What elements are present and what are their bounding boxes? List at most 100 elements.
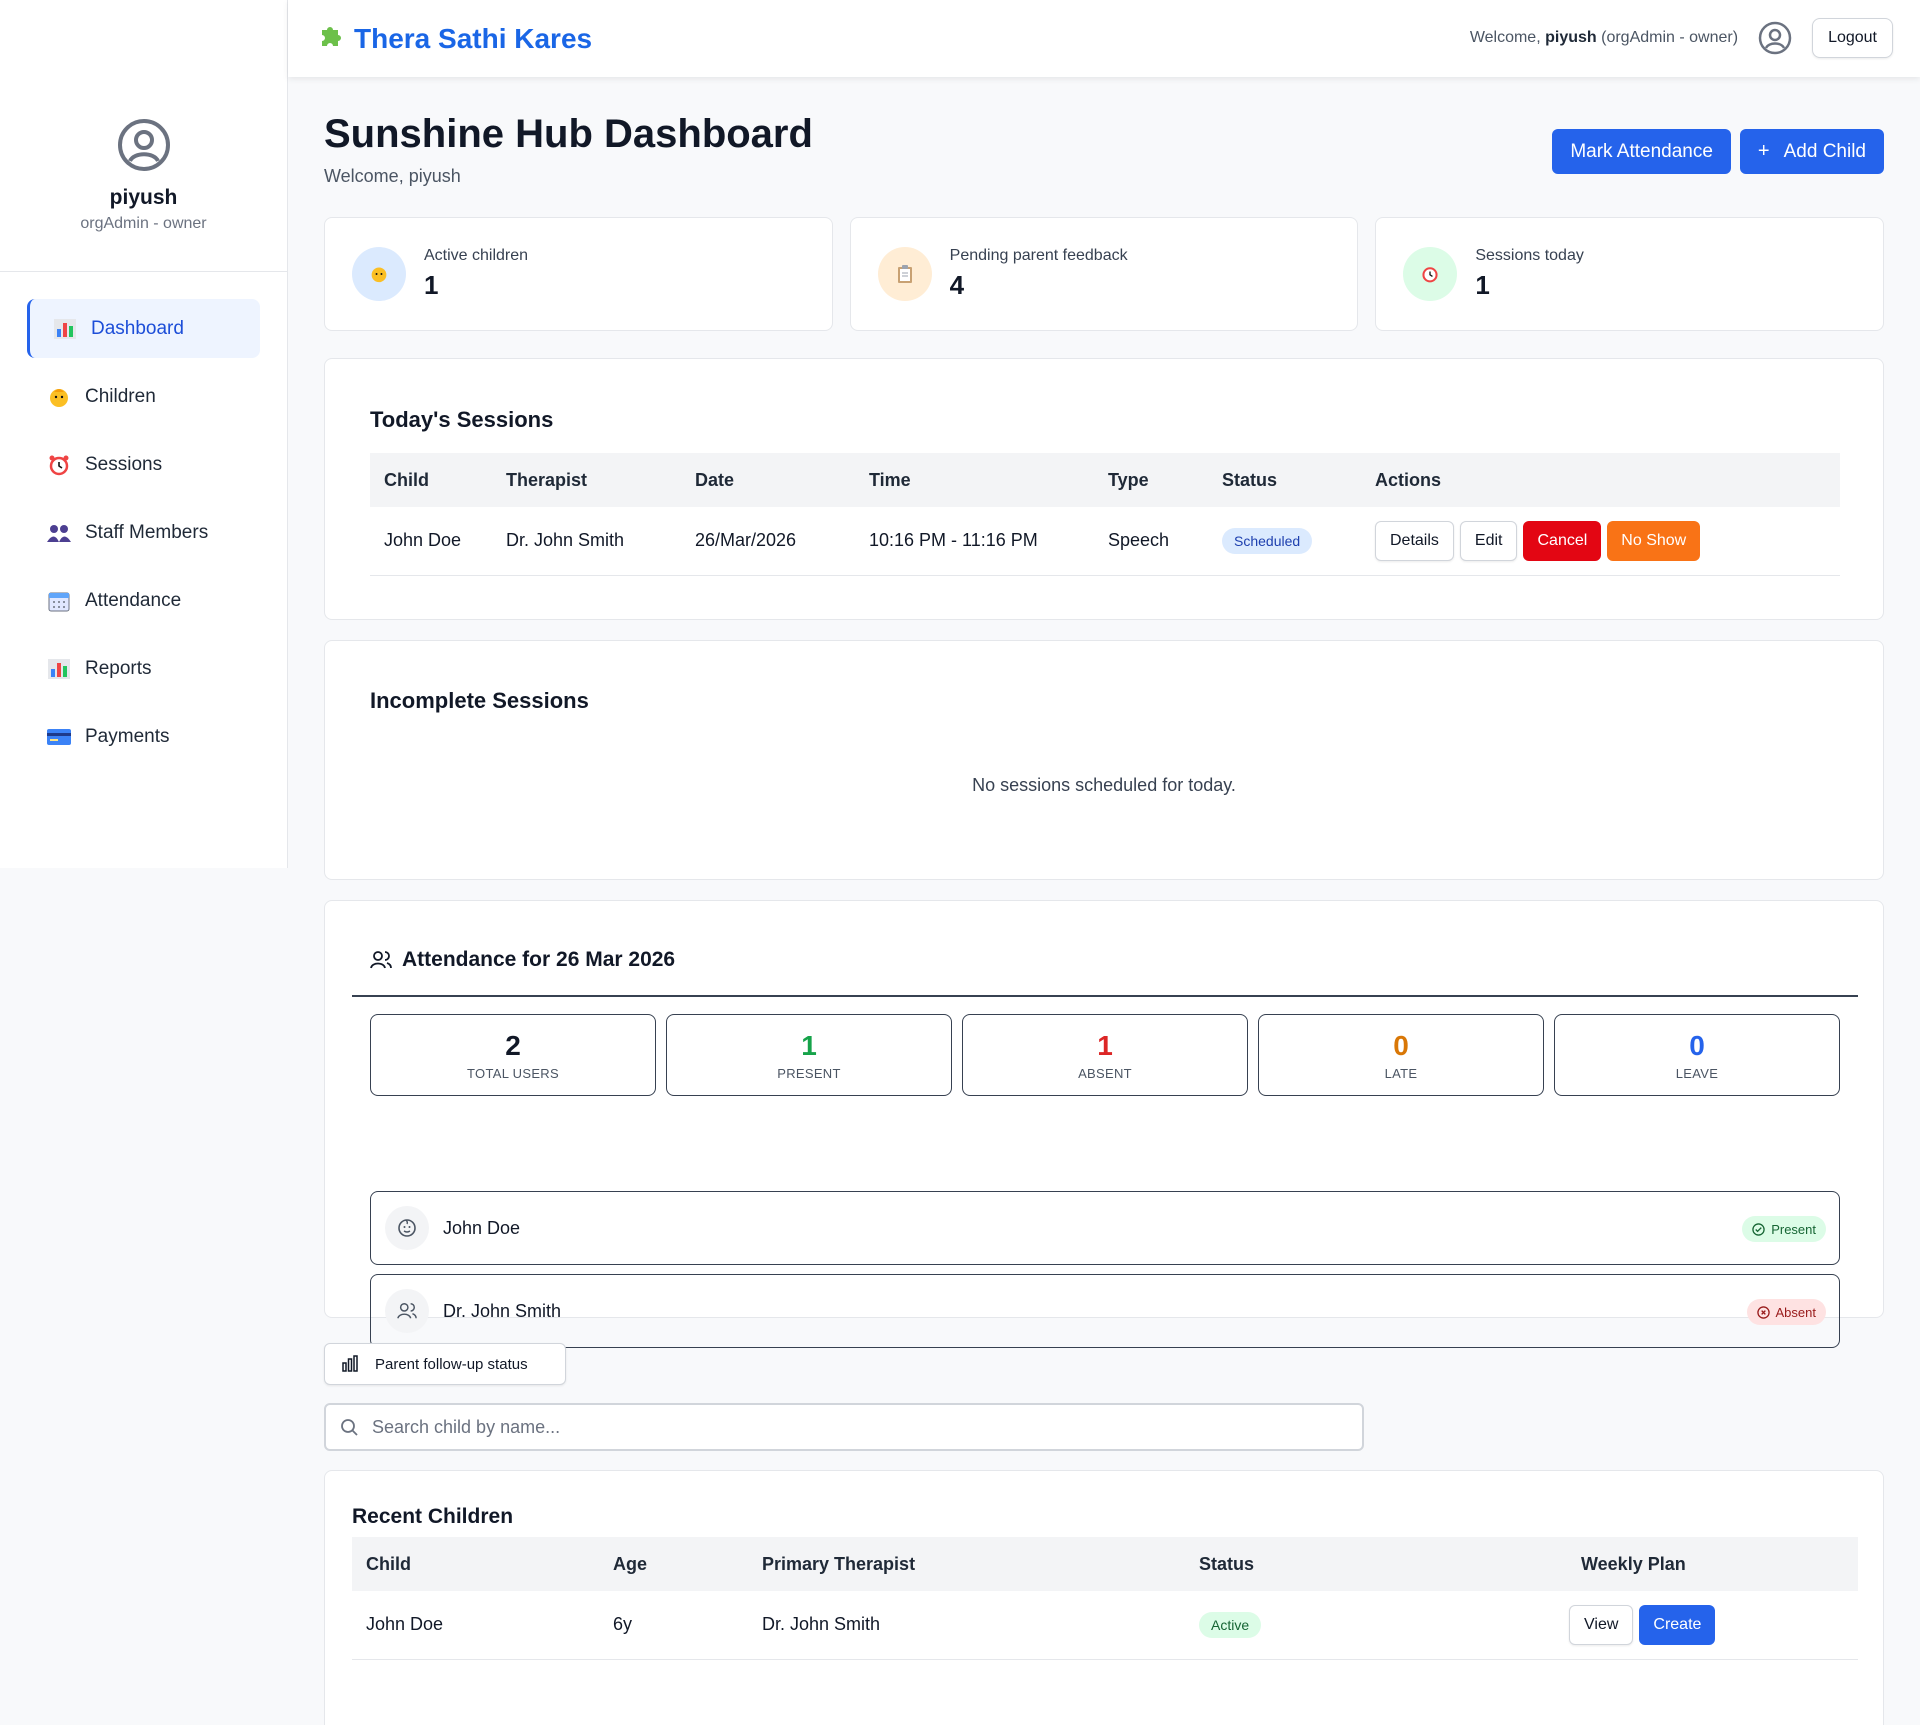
col-actions: Actions <box>1375 453 1840 507</box>
attendance-person-name: Dr. John Smith <box>443 1300 562 1321</box>
sidebar-item-sessions[interactable]: Sessions <box>27 435 260 494</box>
welcome-role: (orgAdmin - owner) <box>1601 29 1739 46</box>
mark-attendance-button[interactable]: Mark Attendance <box>1552 129 1731 174</box>
stat-label: Sessions today <box>1475 247 1584 264</box>
people-icon <box>47 521 71 545</box>
recent-children-title: Recent Children <box>352 1505 514 1528</box>
divider <box>352 995 1858 997</box>
calendar-icon <box>47 589 71 613</box>
stat-card-sessions-today: Sessions today 1 <box>1375 217 1885 331</box>
sidebar-item-reports[interactable]: Reports <box>27 639 260 698</box>
sidebar-item-label: Sessions <box>85 453 163 475</box>
empty-state-text: No sessions scheduled for today. <box>972 775 1236 795</box>
sidebar-item-label: Children <box>85 385 156 407</box>
cell-child: John Doe <box>352 1591 613 1660</box>
cell-child: John Doe <box>370 507 506 576</box>
sidebar-item-dashboard[interactable]: Dashboard <box>27 299 260 358</box>
page-title: Sunshine Hub Dashboard <box>324 112 813 156</box>
stat-number: 2 <box>505 1029 521 1061</box>
plus-icon: + <box>1757 140 1770 162</box>
sidebar-item-staff-members[interactable]: Staff Members <box>27 503 260 562</box>
status-badge: Scheduled <box>1222 527 1313 554</box>
cell-age: 6y <box>613 1591 762 1660</box>
status-badge: Active <box>1199 1611 1262 1638</box>
sidebar-nav: Dashboard Children Sessions Staff Member… <box>0 272 287 766</box>
page-header: Sunshine Hub Dashboard Welcome, piyush M… <box>324 77 1884 217</box>
stat-value: 4 <box>949 270 965 300</box>
attendance-card: Attendance for 26 Mar 2026 2 TOTAL USERS… <box>324 900 1884 1348</box>
attendance-title: Attendance for 26 Mar 2026 <box>402 948 676 971</box>
cell-type: Speech <box>1108 507 1222 576</box>
puzzle-icon <box>318 22 344 55</box>
search-icon <box>341 1419 358 1436</box>
view-button[interactable]: View <box>1569 1604 1634 1645</box>
attendance-stat-leave: 0 LEAVE <box>1554 1014 1840 1096</box>
col-date: Date <box>695 453 869 507</box>
no-show-button[interactable]: No Show <box>1607 520 1701 561</box>
col-status: Status <box>1199 1537 1469 1591</box>
cell-date: 26/Mar/2026 <box>695 507 869 576</box>
table-row: John Doe Dr. John Smith 26/Mar/2026 10:1… <box>370 507 1840 576</box>
baby-icon <box>47 385 71 409</box>
col-time: Time <box>869 453 1108 507</box>
edit-button[interactable]: Edit <box>1459 520 1518 561</box>
sidebar-user-role: orgAdmin - owner <box>80 215 207 232</box>
stat-card-active-children: Active children 1 <box>324 217 833 331</box>
add-child-button[interactable]: + Add Child <box>1739 129 1884 174</box>
sidebar-item-label: Staff Members <box>85 521 209 543</box>
stat-number: 0 <box>1393 1029 1409 1061</box>
col-weekly-plan: Weekly Plan <box>1469 1537 1858 1591</box>
cell-time: 10:16 PM - 11:16 PM <box>869 507 1108 576</box>
attendance-person-name: John Doe <box>443 1217 521 1238</box>
sidebar-item-children[interactable]: Children <box>27 367 260 426</box>
app-brand[interactable]: Thera Sathi Kares <box>318 22 592 55</box>
stat-label: LEAVE <box>1675 1065 1719 1081</box>
stat-label: Active children <box>424 247 529 264</box>
attendance-row[interactable]: John Doe Present <box>370 1191 1840 1265</box>
stat-label: ABSENT <box>1078 1065 1132 1081</box>
topbar-user-area: Welcome, piyush (orgAdmin - owner) Logou… <box>1470 18 1893 58</box>
stat-number: 0 <box>1689 1029 1705 1061</box>
sidebar-user-name: piyush <box>109 186 178 209</box>
todays-sessions-card: Today's Sessions Child Therapist Date Ti… <box>324 358 1884 620</box>
status-badge-label: Absent <box>1775 1304 1816 1320</box>
users-icon <box>385 1289 429 1333</box>
cell-actions: Details Edit Cancel No Show <box>1375 507 1840 576</box>
attendance-stats: 2 TOTAL USERS 1 PRESENT 1 ABSENT 0 LATE … <box>370 1014 1840 1096</box>
attendance-stat-absent: 1 ABSENT <box>962 1014 1248 1096</box>
stat-number: 1 <box>1097 1029 1113 1061</box>
stat-card-pending-feedback: Pending parent feedback 4 <box>849 217 1359 331</box>
page-subtitle: Welcome, piyush <box>324 166 461 186</box>
sidebar-item-label: Attendance <box>85 589 182 611</box>
parent-followup-button[interactable]: Parent follow-up status <box>324 1343 566 1385</box>
sidebar-item-payments[interactable]: Payments <box>27 707 260 766</box>
sidebar-item-attendance[interactable]: Attendance <box>27 571 260 630</box>
col-child: Child <box>370 453 506 507</box>
col-type: Type <box>1108 453 1222 507</box>
attendance-header: Attendance for 26 Mar 2026 <box>370 948 675 972</box>
header-actions: Mark Attendance + Add Child <box>1543 129 1884 174</box>
stat-label: PRESENT <box>777 1065 841 1081</box>
search-input[interactable] <box>372 1416 1272 1438</box>
cancel-button[interactable]: Cancel <box>1523 520 1602 561</box>
col-primary-therapist: Primary Therapist <box>762 1537 1199 1591</box>
sidebar-item-label: Reports <box>85 657 152 679</box>
add-child-label: Add Child <box>1783 140 1866 162</box>
users-icon <box>370 951 392 969</box>
app-name: Thera Sathi Kares <box>354 22 593 54</box>
sidebar-profile: piyush orgAdmin - owner <box>0 0 287 272</box>
logout-button[interactable]: Logout <box>1812 18 1893 58</box>
stat-value: 1 <box>424 270 439 300</box>
table-header-row: Child Age Primary Therapist Status Weekl… <box>352 1537 1858 1591</box>
user-circle-icon[interactable] <box>1758 21 1792 55</box>
table-header-row: Child Therapist Date Time Type Status Ac… <box>370 453 1840 507</box>
details-button[interactable]: Details <box>1375 520 1454 561</box>
stat-label: Pending parent feedback <box>949 247 1128 264</box>
attendance-row[interactable]: Dr. John Smith Absent <box>370 1274 1840 1348</box>
incomplete-sessions-card: Incomplete Sessions No sessions schedule… <box>324 640 1884 880</box>
cell-status: Scheduled <box>1222 507 1375 576</box>
status-badge: Absent <box>1746 1299 1826 1325</box>
create-button[interactable]: Create <box>1639 1604 1716 1645</box>
stat-number: 1 <box>801 1029 817 1061</box>
baby-icon <box>352 247 406 301</box>
